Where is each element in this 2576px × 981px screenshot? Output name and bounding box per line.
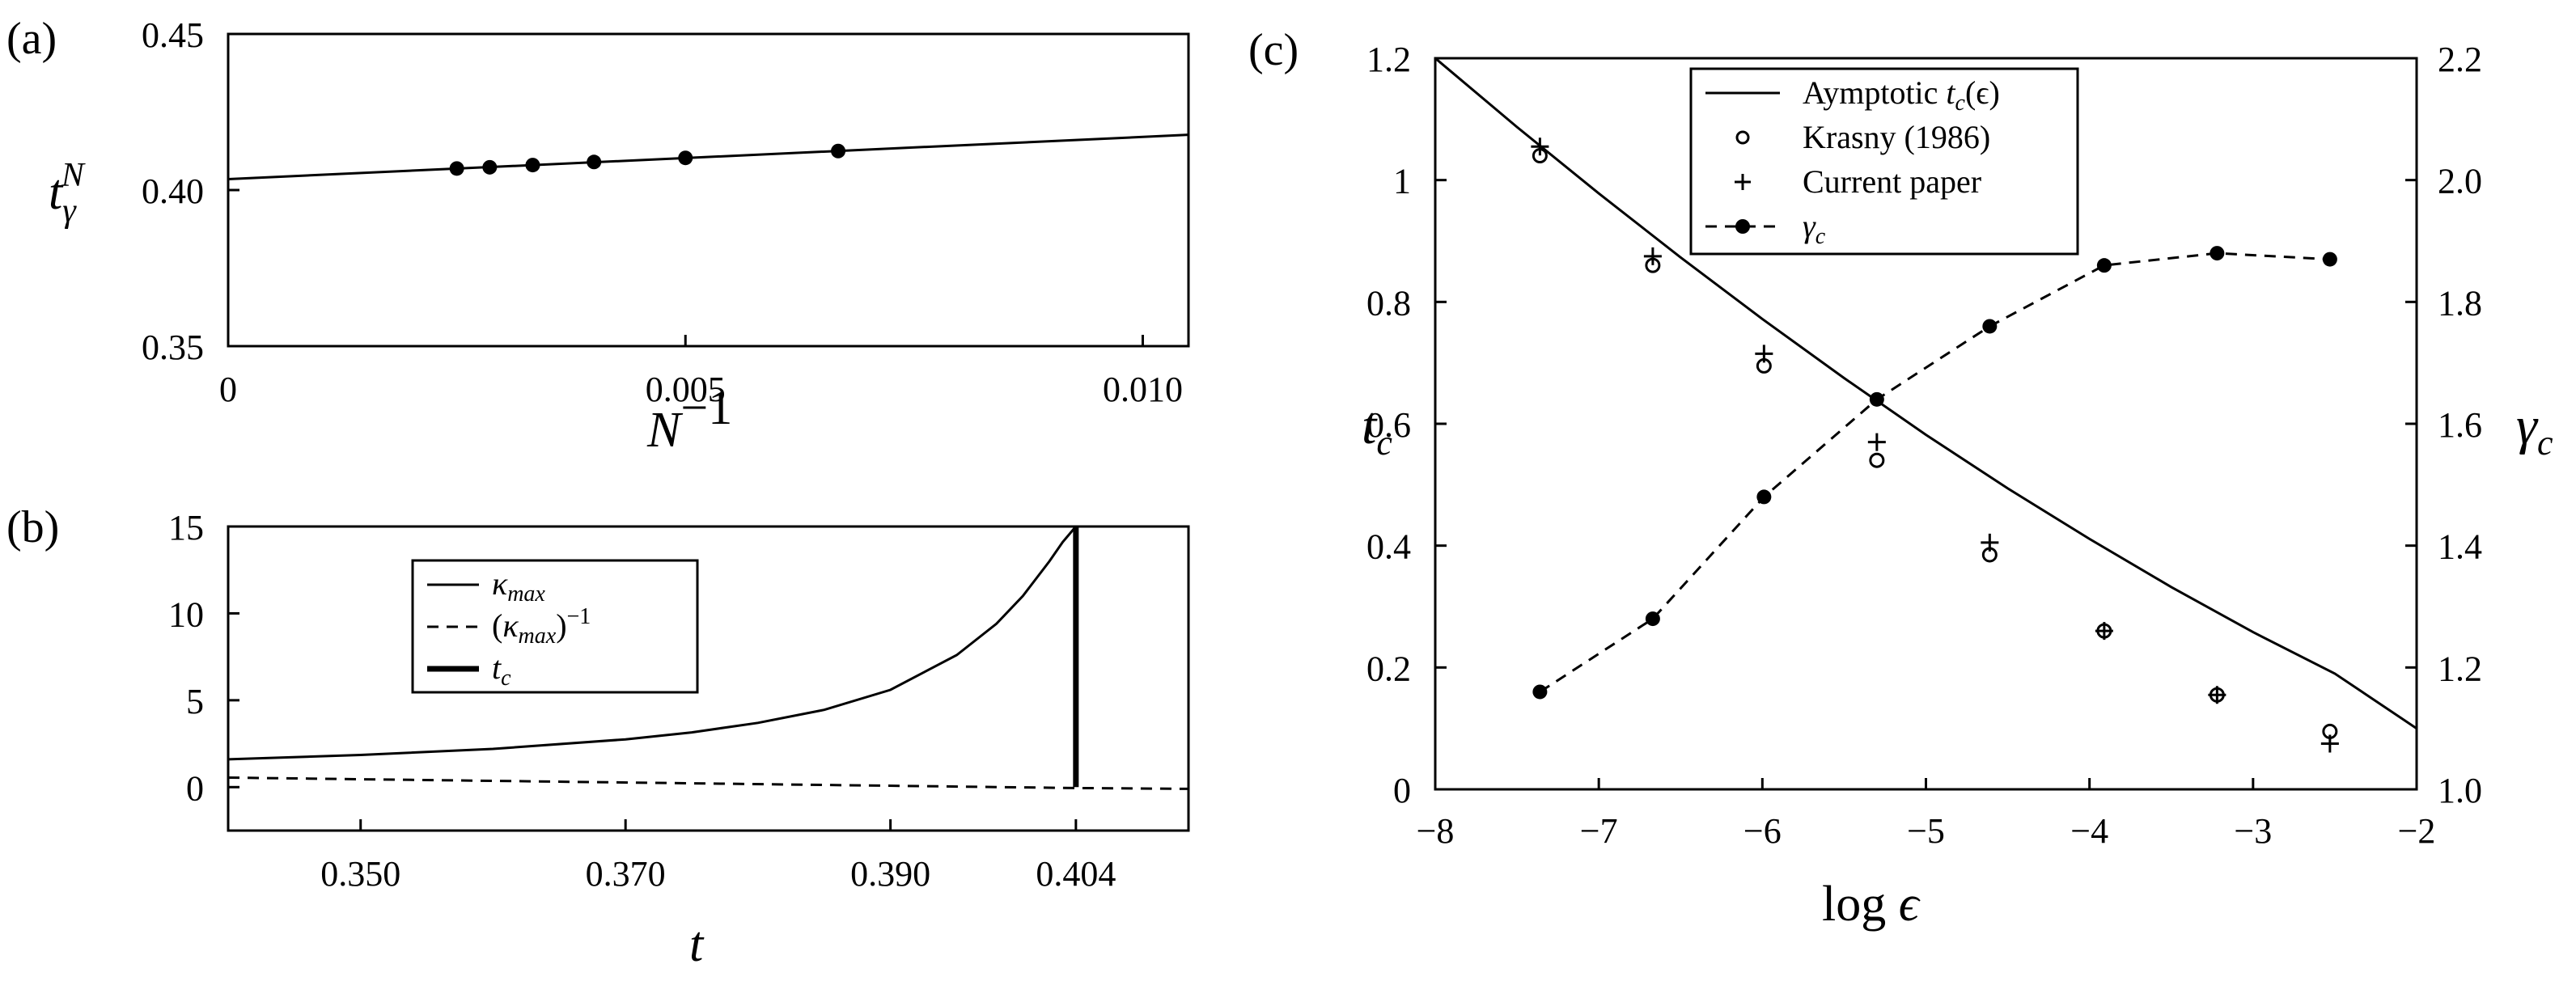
legend-tc-label: tc [492,649,511,691]
c-left-y-tick-label: 1.2 [1366,40,1411,79]
c-current-point [1981,533,1999,552]
a-data-point [525,158,540,173]
c-right-y-tick-label: 1.6 [2438,405,2482,445]
panel-a-y-ticks: 0.35 0.40 0.45 [142,15,239,367]
a-data-point [678,150,693,166]
a-y-tick-label: 0.35 [142,328,204,367]
c-left-y-tick-label: 1 [1393,162,1411,201]
c-current-point [1531,137,1549,156]
panel-c-legend-box [1689,67,2079,256]
c-gamma-point [1532,684,1548,700]
b-y-tick-label: 15 [168,508,204,548]
c-current-point [1643,247,1662,265]
c-gamma-point [2096,258,2112,273]
c-gamma-point [2210,246,2225,261]
c-right-y-tick-label: 1.0 [2438,771,2482,810]
c-current-point [1867,433,1886,451]
c-gamma-point [1756,489,1772,505]
a-y-tick-label: 0.45 [142,15,204,55]
c-x-tick-label: −3 [2234,811,2272,851]
b-y-tick-label: 0 [186,768,204,808]
legend-krasny-label: Krasny (1986) [1803,119,1990,155]
c-right-y-tick-label: 1.2 [2438,649,2482,688]
b-x-tick-label: 0.350 [320,854,400,894]
panel-a-frame [227,32,1190,348]
panel-c-gamma-points [1532,246,2337,700]
a-y-tick-label: 0.40 [142,171,204,211]
panel-c-x-label: log ϵ [1822,877,1921,932]
panel-c-asymptotic-curve [1434,57,2417,729]
c-x-tick-label: −5 [1907,811,1945,851]
c-left-y-tick-label: 0.4 [1366,527,1411,567]
panel-c-left-y-ticks: 0 0.2 0.4 0.6 0.8 1 1.2 [1366,40,1447,810]
panel-a-label: (a) [6,14,57,64]
c-left-y-tick-label: 0 [1393,771,1411,810]
a-data-point [449,161,464,176]
panel-b-y-ticks: 0 5 10 15 [168,508,239,808]
legend-asymptotic-label: Aymptotic tc(ϵ) [1803,74,2000,116]
a-data-point [587,154,602,170]
b-x-tick-label: 0.370 [586,854,666,894]
panel-c-right-y-label: γc [2516,396,2553,463]
b-x-tick-label: 0.390 [850,854,930,894]
legend-gamma-label: γc [1803,208,1826,249]
a-data-point [831,143,846,159]
panel-b-legend: κmax (κmax)−1 tc [411,559,699,694]
c-x-tick-label: −2 [2398,811,2436,851]
panel-a-points [449,143,846,176]
panel-a-x-ticks: 0 0.005 0.010 [219,335,1183,409]
panel-a: (a) 0 0.005 0.010 0.350.400.45 N−1 tγN [6,14,1190,458]
panel-c: (c) −8 −7 −6 −5 −4 −3 −2 0 0.2 0.4 0.6 0.8 1 1.2 1.0… [1248,25,2553,932]
a-data-point [482,159,498,175]
c-x-tick-label: −8 [1417,811,1455,851]
c-left-y-tick-label: 0.8 [1366,283,1411,323]
panel-c-right-y-ticks: 1.0 1.2 1.4 1.6 1.8 2.0 2.2 [2405,40,2482,810]
c-right-y-tick-label: 2.0 [2438,162,2482,201]
legend-krasny-swatch [1735,130,1750,145]
c-current-point [2320,734,2339,753]
c-current-point [2095,622,2113,641]
c-right-y-tick-label: 1.4 [2438,527,2482,567]
panel-b-x-ticks: 0.350 0.370 0.390 0.404 [320,819,1116,894]
c-right-y-tick-label: 2.2 [2438,40,2482,79]
c-gamma-point [1982,319,1998,334]
b-y-tick-label: 10 [168,594,204,634]
a-x-tick-label: 0 [219,370,237,409]
legend-current-label: Current paper [1803,163,1981,200]
b-x-tick-label: 0.404 [1036,854,1116,894]
c-gamma-point [1645,611,1660,627]
c-current-point [1755,345,1773,363]
c-left-y-tick-label: 0.6 [1366,405,1411,445]
panel-a-fit-line [227,133,1189,180]
c-left-y-tick-label: 0.2 [1366,649,1411,688]
c-x-tick-label: −4 [2070,811,2108,851]
c-krasny-point [1869,452,1885,468]
c-x-tick-label: −6 [1743,811,1782,851]
legend-current-swatch [1735,174,1751,190]
panel-c-x-ticks: −8 −7 −6 −5 −4 −3 −2 [1417,778,2436,851]
panel-b-kappa-max-curve [227,526,1077,761]
panel-b-label: (b) [6,502,59,552]
panel-a-y-label: tγN [49,157,86,230]
c-x-tick-label: −7 [1580,811,1618,851]
a-x-tick-label: 0.005 [646,370,726,409]
legend-gamma-marker [1735,219,1750,234]
c-gamma-point [1869,391,1884,407]
c-current-point [2208,686,2226,704]
panel-b-inverse-kappa-curve [227,776,1189,790]
panel-b: (b) 0.350 0.370 0.390 0.404 0 5 10 15 t κmax (… [6,502,1190,972]
b-y-tick-label: 5 [186,682,204,721]
c-right-y-tick-label: 1.8 [2438,283,2482,323]
c-gamma-point [2322,252,2337,267]
panel-c-label: (c) [1248,25,1299,75]
legend-kappa-label: κmax [492,565,545,607]
panel-c-current-points [1531,137,2339,753]
panel-c-legend: Aymptotic tc(ϵ) Krasny (1986) Current pa… [1689,67,2079,256]
panel-c-gamma-curve [1539,252,2330,693]
a-x-tick-label: 0.010 [1103,370,1183,409]
panel-b-x-label: t [689,917,705,972]
panel-b-frame [227,525,1190,832]
